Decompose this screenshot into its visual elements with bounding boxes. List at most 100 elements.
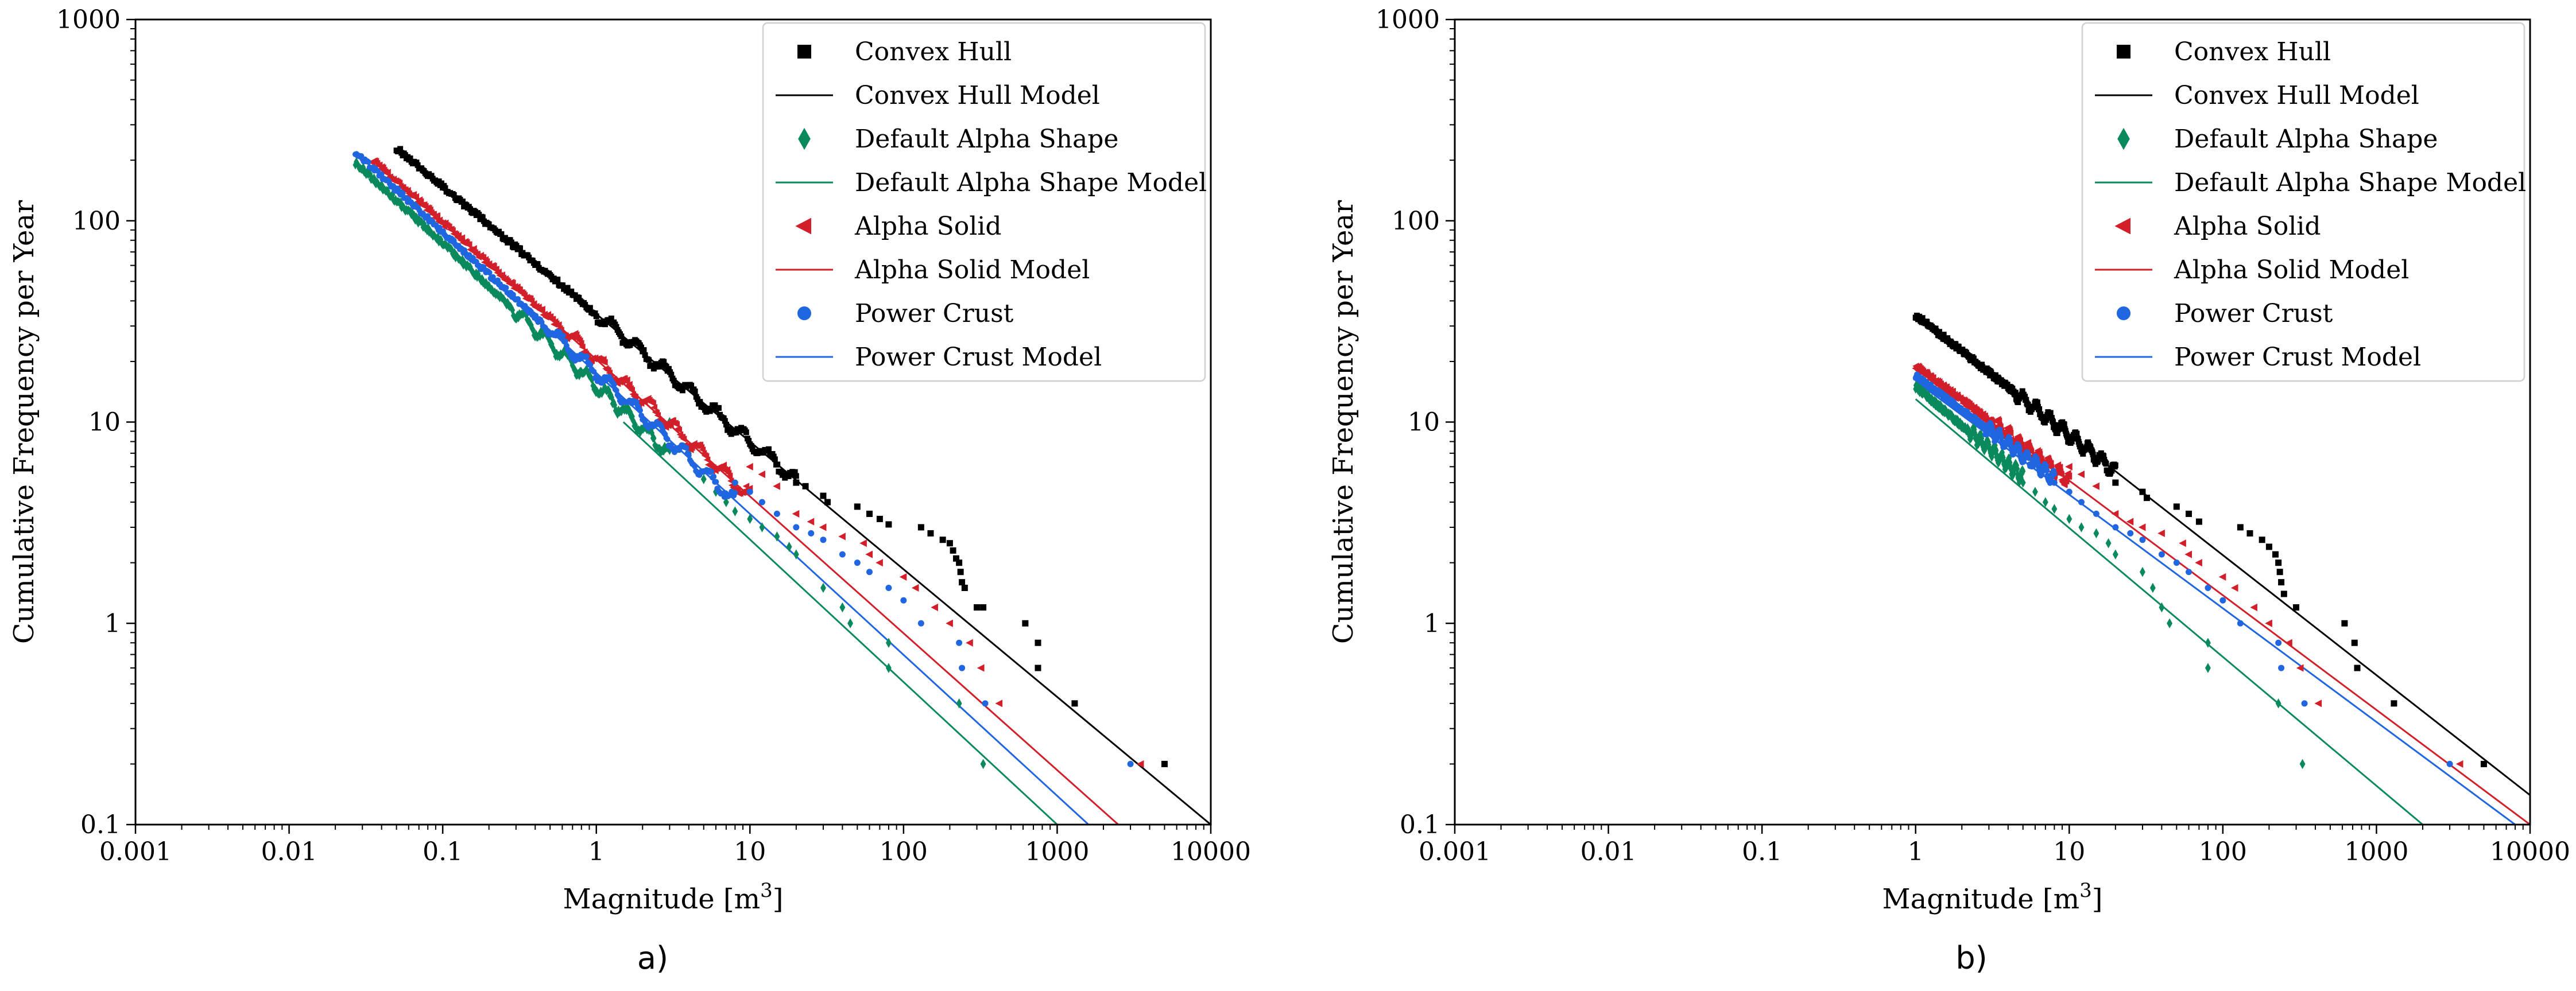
data-point: [2093, 528, 2099, 539]
data-point: [959, 664, 966, 671]
data-point: [2272, 551, 2279, 558]
data-point: [2265, 619, 2272, 627]
data-point: [2092, 482, 2099, 490]
plot-area: [1912, 312, 2530, 825]
legend-entry-label: Default Alpha Shape: [855, 125, 1118, 154]
series-convex-hull: [393, 146, 1168, 767]
data-point: [2185, 510, 2192, 517]
data-point: [2112, 524, 2119, 531]
legend-entry-label: Convex Hull: [2174, 37, 2331, 67]
data-point: [774, 531, 780, 542]
data-point: [854, 503, 861, 510]
data-point: [931, 603, 938, 612]
data-point: [486, 221, 492, 227]
data-point: [876, 559, 883, 567]
data-point: [885, 521, 892, 528]
data-point: [1022, 620, 1029, 627]
data-point: [2026, 455, 2032, 461]
data-point: [700, 474, 707, 484]
data-point: [2149, 582, 2156, 593]
data-point: [2185, 569, 2192, 576]
y-tick-label: 100: [72, 207, 121, 236]
data-point: [2051, 471, 2058, 477]
data-point: [579, 343, 586, 351]
data-point: [1035, 639, 1041, 646]
data-point: [697, 399, 703, 405]
legend-entry-label: Default Alpha Shape Model: [855, 168, 1207, 197]
data-point: [400, 190, 406, 196]
x-axis-label: Magnitude [m3]: [563, 879, 784, 915]
data-point: [665, 366, 672, 372]
data-point: [774, 461, 781, 468]
data-point: [2054, 430, 2060, 436]
data-point: [591, 368, 597, 375]
y-tick-label: 100: [1392, 207, 1440, 236]
data-point: [917, 524, 924, 531]
data-point: [626, 380, 633, 388]
legend-entry-label: Convex Hull: [855, 37, 1012, 67]
data-point: [2276, 569, 2283, 576]
data-point: [2250, 603, 2257, 612]
legend-marker-swatch: [798, 127, 811, 150]
legend-entry-label: Convex Hull Model: [855, 81, 1100, 110]
data-point: [731, 479, 738, 486]
data-point: [397, 146, 404, 152]
data-point: [1970, 355, 1977, 362]
data-point: [2077, 443, 2083, 449]
data-point: [2205, 663, 2211, 673]
data-point: [713, 479, 719, 485]
data-point: [2296, 664, 2304, 672]
y-tick-label: 1: [104, 609, 121, 638]
data-point: [808, 530, 815, 537]
data-point: [792, 469, 798, 475]
data-point: [2275, 698, 2281, 709]
data-point: [2023, 397, 2029, 403]
data-point: [839, 551, 846, 558]
data-point: [793, 549, 799, 559]
data-point: [692, 463, 698, 469]
data-point: [2139, 488, 2146, 495]
data-point: [2042, 497, 2048, 507]
x-tick-label: 0.01: [1581, 837, 1637, 866]
legend-box: [762, 22, 1206, 382]
data-point: [2112, 462, 2118, 468]
data-point: [2019, 388, 2025, 394]
legend-entry-label: Alpha Solid Model: [854, 255, 1090, 285]
data-point: [2139, 537, 2146, 543]
data-point: [977, 664, 985, 672]
x-tick-label: 100: [2199, 837, 2247, 866]
x-tick-label: 0.1: [423, 837, 463, 866]
data-point: [2051, 504, 2058, 514]
data-point: [2112, 479, 2119, 486]
x-tick-label: 0.01: [261, 837, 317, 866]
data-point: [2143, 495, 2150, 502]
data-point: [885, 663, 892, 673]
y-tick-label: 10: [88, 408, 121, 437]
data-point: [726, 472, 733, 480]
data-point: [2480, 760, 2487, 767]
data-point: [820, 492, 827, 499]
data-point: [2280, 590, 2287, 597]
data-point: [793, 524, 800, 531]
data-point: [2158, 551, 2165, 558]
data-point: [2205, 638, 2211, 648]
data-point: [508, 239, 514, 246]
data-point: [854, 559, 861, 566]
y-axis-label: Cumulative Frequency per Year: [8, 200, 40, 644]
data-point: [957, 569, 964, 576]
data-point: [2195, 559, 2202, 567]
legend-entry-label: Power Crust Model: [2174, 343, 2421, 372]
x-tick-label: 0.001: [99, 837, 172, 866]
data-point: [657, 363, 663, 370]
data-point: [570, 352, 576, 358]
data-point: [646, 357, 652, 363]
data-point: [2009, 386, 2016, 392]
legend-entry-label: Convex Hull Model: [2174, 81, 2419, 110]
series-power-crust: [1912, 371, 2453, 767]
data-point: [759, 522, 765, 533]
data-point: [1035, 664, 1041, 671]
data-point: [2044, 467, 2050, 473]
data-point: [959, 579, 966, 586]
data-point: [2022, 394, 2028, 400]
